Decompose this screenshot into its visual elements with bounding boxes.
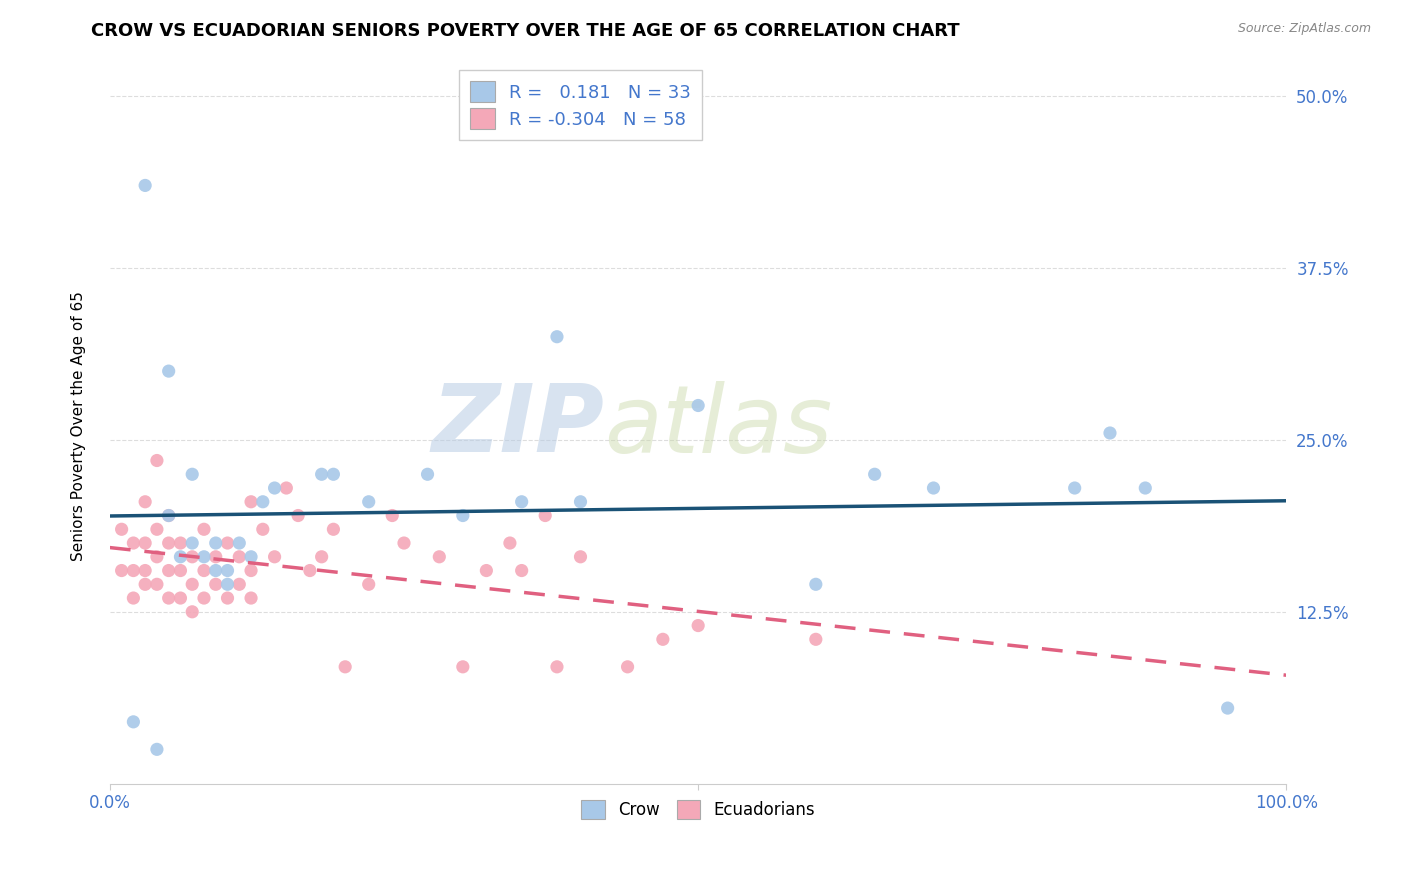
Point	[228, 536, 250, 550]
Point	[181, 577, 204, 591]
Point	[252, 522, 274, 536]
Text: ZIP: ZIP	[432, 380, 605, 472]
Point	[240, 495, 263, 509]
Point	[1135, 481, 1157, 495]
Point	[122, 536, 145, 550]
Point	[240, 591, 263, 605]
Point	[451, 660, 474, 674]
Point	[146, 549, 169, 564]
Point	[240, 549, 263, 564]
Point	[134, 536, 156, 550]
Point	[1098, 425, 1121, 440]
Point	[357, 577, 380, 591]
Point	[263, 481, 285, 495]
Point	[263, 549, 285, 564]
Point	[322, 522, 344, 536]
Text: Source: ZipAtlas.com: Source: ZipAtlas.com	[1237, 22, 1371, 36]
Point	[616, 660, 638, 674]
Point	[569, 495, 592, 509]
Point	[287, 508, 309, 523]
Point	[322, 467, 344, 482]
Point	[392, 536, 415, 550]
Point	[181, 467, 204, 482]
Point	[252, 495, 274, 509]
Point	[146, 577, 169, 591]
Point	[804, 632, 827, 647]
Point	[134, 564, 156, 578]
Point	[110, 564, 132, 578]
Point	[381, 508, 404, 523]
Point	[146, 453, 169, 467]
Point	[688, 399, 710, 413]
Point	[157, 508, 180, 523]
Point	[134, 178, 156, 193]
Point	[451, 508, 474, 523]
Point	[204, 564, 226, 578]
Legend: Crow, Ecuadorians: Crow, Ecuadorians	[575, 793, 821, 825]
Text: CROW VS ECUADORIAN SENIORS POVERTY OVER THE AGE OF 65 CORRELATION CHART: CROW VS ECUADORIAN SENIORS POVERTY OVER …	[91, 22, 960, 40]
Point	[569, 549, 592, 564]
Point	[134, 495, 156, 509]
Point	[193, 549, 215, 564]
Point	[169, 549, 191, 564]
Point	[651, 632, 673, 647]
Text: atlas: atlas	[605, 381, 832, 472]
Point	[157, 508, 180, 523]
Point	[217, 577, 239, 591]
Point	[181, 536, 204, 550]
Point	[157, 564, 180, 578]
Point	[228, 577, 250, 591]
Point	[157, 591, 180, 605]
Point	[311, 549, 333, 564]
Point	[169, 536, 191, 550]
Point	[688, 618, 710, 632]
Point	[157, 536, 180, 550]
Point	[217, 536, 239, 550]
Point	[146, 522, 169, 536]
Point	[193, 564, 215, 578]
Y-axis label: Seniors Poverty Over the Age of 65: Seniors Poverty Over the Age of 65	[72, 291, 86, 561]
Point	[217, 564, 239, 578]
Point	[416, 467, 439, 482]
Point	[1063, 481, 1085, 495]
Point	[204, 549, 226, 564]
Point	[863, 467, 886, 482]
Point	[122, 564, 145, 578]
Point	[240, 564, 263, 578]
Point	[217, 591, 239, 605]
Point	[193, 522, 215, 536]
Point	[1216, 701, 1239, 715]
Point	[169, 564, 191, 578]
Point	[122, 591, 145, 605]
Point	[499, 536, 522, 550]
Point	[204, 577, 226, 591]
Point	[122, 714, 145, 729]
Point	[311, 467, 333, 482]
Point	[157, 364, 180, 378]
Point	[134, 577, 156, 591]
Point	[193, 591, 215, 605]
Point	[922, 481, 945, 495]
Point	[335, 660, 357, 674]
Point	[804, 577, 827, 591]
Point	[546, 329, 568, 343]
Point	[475, 564, 498, 578]
Point	[546, 660, 568, 674]
Point	[298, 564, 321, 578]
Point	[169, 591, 191, 605]
Point	[276, 481, 298, 495]
Point	[146, 742, 169, 756]
Point	[204, 536, 226, 550]
Point	[534, 508, 557, 523]
Point	[510, 564, 533, 578]
Point	[357, 495, 380, 509]
Point	[181, 549, 204, 564]
Point	[510, 495, 533, 509]
Point	[181, 605, 204, 619]
Point	[427, 549, 450, 564]
Point	[110, 522, 132, 536]
Point	[228, 549, 250, 564]
